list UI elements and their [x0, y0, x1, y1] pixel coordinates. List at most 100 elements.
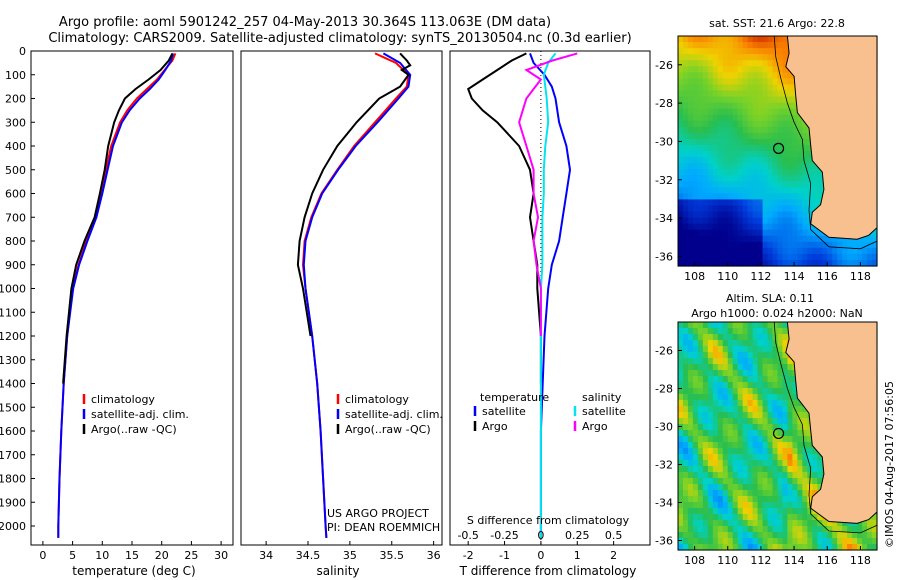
map-cell [707, 96, 714, 104]
map-cell [747, 120, 754, 128]
map-cell [807, 448, 813, 455]
map-cell [697, 514, 704, 521]
map-cell [787, 223, 794, 231]
map-cell [857, 247, 863, 255]
map-cell [697, 235, 704, 243]
map-cell [697, 108, 704, 116]
map-cell [712, 217, 719, 225]
map-cell [797, 241, 803, 249]
map-cell [752, 460, 759, 467]
map-cell [762, 430, 769, 437]
map-cell [832, 520, 838, 527]
map-cell [772, 370, 779, 377]
map-cell [802, 175, 808, 182]
y-tick-label: 1700 [0, 449, 26, 462]
map-cell [742, 54, 749, 61]
map-cell [832, 235, 838, 243]
map-cell [727, 382, 734, 389]
map-cell [737, 138, 744, 146]
map-cell [742, 406, 749, 413]
map-cell [692, 247, 699, 255]
map-cell [722, 394, 729, 401]
map-cell [792, 466, 798, 473]
map-cell [747, 102, 754, 110]
map-cell [682, 241, 689, 249]
map-cell [678, 205, 684, 213]
map-cell [757, 514, 764, 521]
map-cell [792, 229, 798, 237]
map-cell [707, 364, 714, 371]
map-cell [747, 235, 754, 243]
map-cell [832, 247, 838, 255]
map-cell [787, 412, 794, 419]
map-cell [772, 223, 779, 231]
map-cell [822, 520, 828, 527]
map-cell [762, 193, 769, 201]
map-cell [678, 406, 684, 413]
map-cell [697, 484, 704, 491]
map-cell [717, 382, 724, 389]
map-cell [762, 151, 769, 158]
map-cell [678, 484, 684, 491]
map-cell [777, 187, 784, 194]
map-cell [792, 454, 798, 461]
map-cell [717, 205, 724, 213]
map-cell [687, 241, 694, 249]
map-cell [767, 400, 774, 407]
map-cell [742, 412, 749, 419]
map-cell [802, 472, 808, 479]
map-cell [717, 72, 724, 79]
map-cell [727, 478, 734, 485]
map-cell [717, 388, 724, 395]
map-cell [682, 235, 689, 243]
map-cell [872, 520, 878, 527]
map-cell [867, 544, 873, 551]
map-cell [872, 235, 878, 243]
map-cell [797, 217, 803, 225]
map-cell [727, 508, 734, 515]
map-cell [732, 346, 739, 353]
map-cell [832, 532, 838, 539]
map-cell [717, 90, 724, 98]
map-cell [722, 388, 729, 395]
map-cell [742, 388, 749, 395]
map-cell [697, 490, 704, 497]
map-cell [732, 72, 739, 79]
map-cell [747, 211, 754, 219]
map-cell [762, 163, 769, 170]
map-cell [752, 340, 759, 347]
map-cell [797, 502, 803, 509]
map-cell [712, 382, 719, 389]
map-cell [687, 544, 694, 551]
map-cell [742, 448, 749, 455]
map-cell [777, 42, 784, 49]
map-cell [707, 108, 714, 116]
map-cell [722, 472, 729, 479]
map-cell [682, 520, 689, 527]
map-cell [722, 205, 729, 213]
map-cell [767, 241, 774, 249]
y-tick-label: -30 [655, 421, 673, 434]
map-cell [827, 544, 833, 551]
map-cell [712, 340, 719, 347]
map-cell [787, 370, 794, 377]
map-cell [682, 187, 689, 194]
map-cell [747, 108, 754, 116]
map-cell [707, 346, 714, 353]
map-cell [772, 187, 779, 194]
map-cell [727, 472, 734, 479]
map-cell [682, 436, 689, 443]
map-cell [702, 175, 709, 182]
map-cell [697, 114, 704, 122]
map-cell [678, 514, 684, 521]
map-cell [777, 442, 784, 449]
map-cell [747, 358, 754, 365]
map-cell [707, 66, 714, 73]
map-cell [857, 241, 863, 249]
map-cell [697, 358, 704, 365]
map-cell [772, 352, 779, 359]
map-cell [717, 454, 724, 461]
map-cell [747, 424, 754, 431]
map-cell [762, 235, 769, 243]
map-cell [862, 235, 868, 243]
